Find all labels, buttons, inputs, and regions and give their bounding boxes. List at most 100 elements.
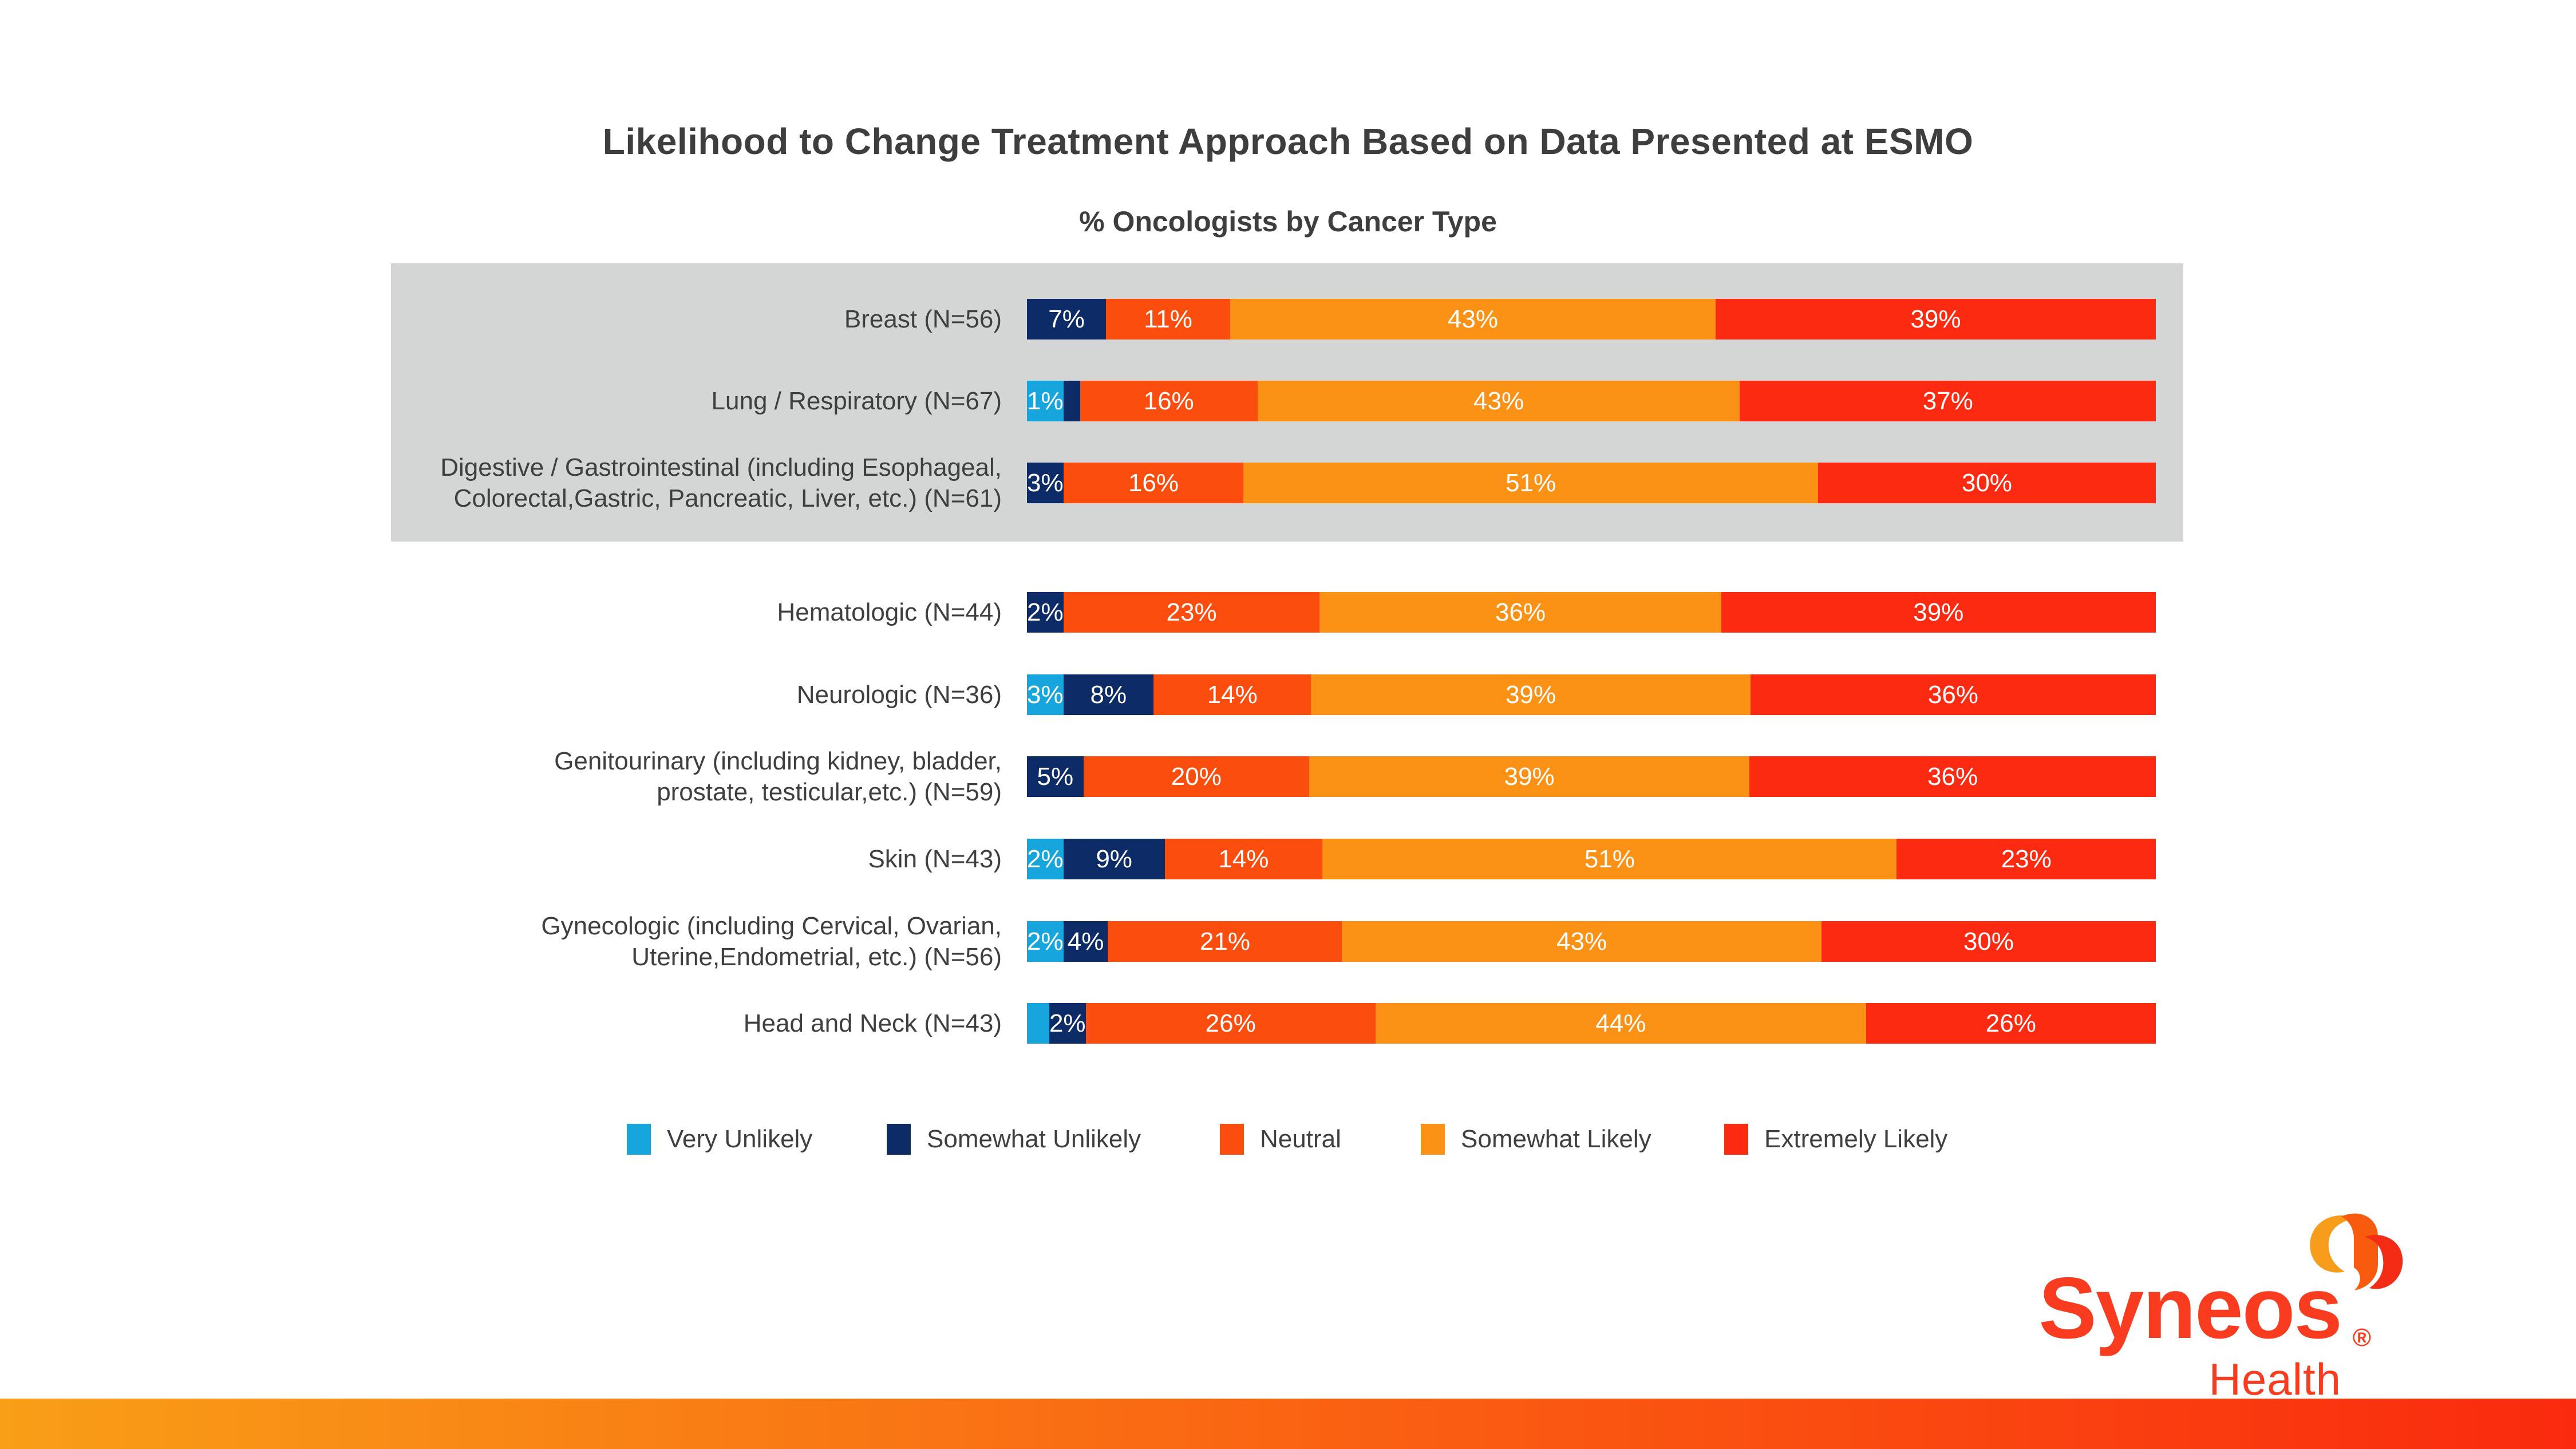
segment-value-label: 39% — [1506, 680, 1556, 709]
legend-item-somewhat_unlikely: Somewhat Unlikely — [887, 1116, 1141, 1162]
segment-value-label: 26% — [1985, 1009, 2036, 1037]
segment-value-label: 23% — [2001, 844, 2052, 873]
legend-swatch-somewhat_unlikely — [887, 1124, 911, 1155]
stacked-bar: 2% 9% 14% 51% 23% — [1027, 839, 2156, 879]
stacked-bar: 3% 8% 14% 39% 36% — [1027, 674, 2156, 715]
row-category-label: Lung / Respiratory (N=67) — [711, 386, 1002, 415]
segment-value-label: 39% — [1913, 598, 1964, 626]
legend-label: Extremely Likely — [1764, 1125, 1948, 1153]
legend-label: Somewhat Unlikely — [927, 1125, 1141, 1153]
row-category-label: Breast (N=56) — [844, 305, 1002, 333]
segment-value-label: 2% — [1049, 1009, 1086, 1037]
chart-row: Genitourinary (including kidney, bladder… — [391, 747, 2183, 806]
legend-swatch-somewhat_likely — [1421, 1124, 1445, 1155]
bar-segment-very_unlikely: 2% — [1027, 839, 1064, 879]
row-category-label: Gynecologic (including Cervical, Ovarian… — [541, 911, 1002, 971]
bar-segment-extremely_likely: 39% — [1721, 592, 2156, 633]
bar-segment-neutral: 11% — [1106, 299, 1230, 339]
segment-value-label: 36% — [1927, 680, 1978, 709]
segment-value-label: 2% — [1027, 927, 1064, 956]
chart-row: Breast (N=56) 7% 11% 43% 39% — [391, 299, 2183, 339]
bar-segment-somewhat_likely: 43% — [1257, 381, 1740, 421]
chart-row: Gynecologic (including Cervical, Ovarian… — [391, 911, 2183, 971]
bar-segment-somewhat_likely: 51% — [1322, 839, 1897, 879]
bar-segment-somewhat_unlikely: 3% — [1027, 463, 1064, 503]
logo-brand-text: Syneos — [2038, 1260, 2342, 1357]
segment-value-label: 44% — [1595, 1009, 1646, 1037]
segment-value-label: 20% — [1171, 762, 1222, 791]
chart-row: Skin (N=43) 2% 9% 14% 51% 23% — [391, 839, 2183, 879]
bar-segment-neutral: 23% — [1063, 592, 1320, 633]
bar-segment-extremely_likely: 30% — [1821, 921, 2156, 962]
bar-segment-somewhat_unlikely: 2% — [1027, 592, 1064, 633]
bar-segment-neutral: 14% — [1153, 674, 1311, 715]
bar-segment-extremely_likely: 23% — [1897, 839, 2156, 879]
legend-label: Very Unlikely — [667, 1125, 813, 1153]
row-category-label: Head and Neck (N=43) — [743, 1009, 1002, 1037]
row-category-label: Genitourinary (including kidney, bladder… — [554, 747, 1002, 806]
segment-value-label: 23% — [1166, 598, 1217, 626]
row-category-label: Hematologic (N=44) — [777, 598, 1002, 626]
syneos-ribbon-logo-icon — [2310, 1213, 2403, 1290]
segment-value-label: 51% — [1506, 468, 1556, 497]
legend-label: Neutral — [1260, 1125, 1341, 1153]
segment-value-label: 26% — [1205, 1009, 1256, 1037]
row-category-label: Digestive / Gastrointestinal (including … — [440, 453, 1002, 512]
segment-value-label: 36% — [1927, 762, 1978, 791]
bar-segment-somewhat_unlikely: 5% — [1027, 756, 1084, 797]
chart-row: Hematologic (N=44) 2% 23% 36% 39% — [391, 592, 2183, 633]
bar-segment-somewhat_unlikely: 4% — [1063, 921, 1108, 962]
segment-value-label: 2% — [1027, 844, 1064, 873]
bar-segment-somewhat_likely: 39% — [1309, 756, 1750, 797]
logo-ribbon-red — [2365, 1234, 2403, 1289]
bar-segment-somewhat_likely: 51% — [1243, 463, 1818, 503]
segment-value-label: 5% — [1037, 762, 1074, 791]
segment-value-label: 1% — [1027, 386, 1064, 415]
bar-segment-very_unlikely: 2% — [1027, 921, 1064, 962]
segment-value-label: 8% — [1090, 680, 1127, 709]
bar-segment-extremely_likely: 36% — [1750, 674, 2156, 715]
segment-value-label: 37% — [1922, 386, 1973, 415]
bar-segment-somewhat_unlikely — [1063, 381, 1080, 421]
bar-segment-somewhat_likely: 39% — [1311, 674, 1751, 715]
logo-ribbon-mid — [2341, 1213, 2378, 1290]
page-subtitle: % Oncologists by Cancer Type — [1079, 206, 1497, 238]
bar-segment-neutral: 16% — [1080, 381, 1258, 421]
row-category-label: Skin (N=43) — [868, 844, 1002, 873]
legend-item-extremely_likely: Extremely Likely — [1724, 1116, 1947, 1162]
segment-value-label: 3% — [1027, 468, 1064, 497]
segment-value-label: 43% — [1556, 927, 1607, 956]
bar-segment-very_unlikely — [1027, 1003, 1049, 1044]
bar-segment-somewhat_likely: 43% — [1342, 921, 1822, 962]
segment-value-label: 39% — [1910, 305, 1961, 333]
bar-segment-somewhat_unlikely: 9% — [1063, 839, 1165, 879]
stacked-bar: 3% 16% 51% 30% — [1027, 463, 2156, 503]
segment-value-label: 2% — [1027, 598, 1064, 626]
bar-segment-extremely_likely: 26% — [1866, 1003, 2156, 1044]
bar-segment-neutral: 14% — [1164, 839, 1323, 879]
page-title: Likelihood to Change Treatment Approach … — [602, 121, 1974, 162]
logo-ribbon-orange — [2310, 1215, 2355, 1273]
segment-value-label: 9% — [1096, 844, 1132, 873]
bar-segment-somewhat_likely: 43% — [1230, 299, 1716, 339]
stacked-bar: 2% 4% 21% 43% 30% — [1027, 921, 2156, 962]
bar-segment-somewhat_unlikely: 2% — [1049, 1003, 1086, 1044]
segment-value-label: 16% — [1128, 468, 1179, 497]
chart-row: Neurologic (N=36) 3% 8% 14% 39% 36% — [391, 674, 2183, 715]
segment-value-label: 43% — [1447, 305, 1498, 333]
segment-value-label: 30% — [1961, 468, 2012, 497]
bar-segment-extremely_likely: 30% — [1818, 463, 2156, 503]
legend-item-very_unlikely: Very Unlikely — [627, 1116, 812, 1162]
stacked-bar: 5% 20% 39% 36% — [1027, 756, 2156, 797]
segment-value-label: 7% — [1048, 305, 1085, 333]
segment-value-label: 39% — [1504, 762, 1555, 791]
legend-swatch-very_unlikely — [627, 1124, 651, 1155]
stacked-bar: 7% 11% 43% 39% — [1027, 299, 2156, 339]
legend: Very Unlikely Somewhat Unlikely Neutral Som… — [0, 1116, 2576, 1162]
chart-row: Head and Neck (N=43) 2% 26% 44% 26% — [391, 1003, 2183, 1044]
segment-value-label: 3% — [1027, 680, 1064, 709]
bar-segment-very_unlikely: 3% — [1027, 674, 1064, 715]
legend-item-neutral: Neutral — [1220, 1116, 1341, 1162]
bar-segment-somewhat_unlikely: 7% — [1027, 299, 1107, 339]
